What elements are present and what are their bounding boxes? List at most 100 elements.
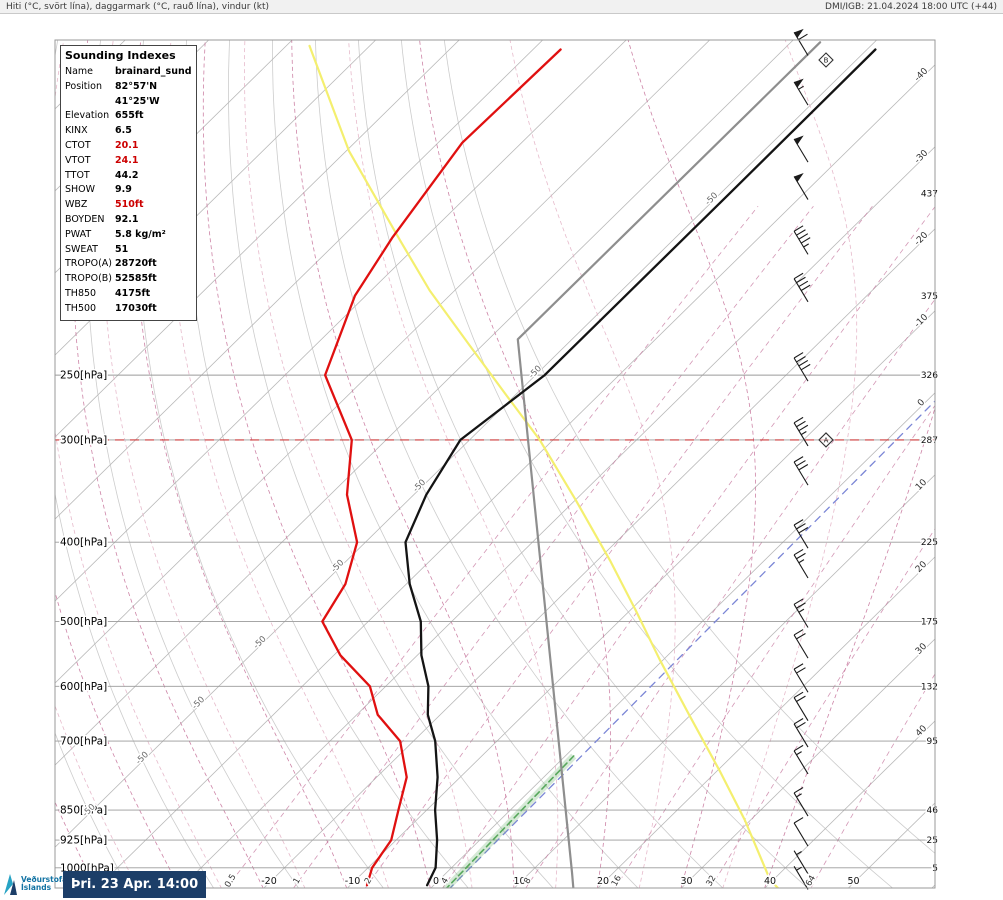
model-run-info: DMI/IGB: 21.04.2024 18:00 UTC (+44) <box>825 1 997 12</box>
index-value: 20.1 <box>115 139 139 151</box>
index-value: 6.5 <box>115 125 132 137</box>
pressure-axis-label: 850[hPa] <box>60 805 107 817</box>
pressure-axis-label: 925[hPa] <box>60 835 107 847</box>
index-value: 4175ft <box>115 287 151 299</box>
index-row-show: SHOW 9.9 <box>65 183 192 198</box>
index-label: Name <box>65 66 94 77</box>
index-value: 5.8 kg/m² <box>115 228 166 240</box>
temp-axis-label: 30 <box>680 876 692 887</box>
temp-axis-label: -10 <box>345 876 361 887</box>
index-row-ttot: TTOT 44.2 <box>65 169 192 184</box>
sounding-indexes-panel: Sounding Indexes Name brainard_sund Positi… <box>60 45 197 321</box>
chart-legend-text: Hiti (°C, svört lína), daggarmark (°C, r… <box>6 1 270 12</box>
pressure-axis-label: 400[hPa] <box>60 537 107 549</box>
height-axis-label: 25 <box>927 836 938 846</box>
pressure-axis-label: 700[hPa] <box>60 736 107 748</box>
index-label: TH850 <box>65 287 97 299</box>
index-row-th850: TH850 4175ft <box>65 287 192 302</box>
index-value: 52585ft <box>115 273 157 285</box>
temp-axis-label: 50 <box>847 876 859 887</box>
index-row-boyden: BOYDEN 92.1 <box>65 213 192 228</box>
height-axis-label: 46 <box>927 806 939 816</box>
wind-barb-column: AB <box>793 28 834 890</box>
tropopause-marker-B <box>818 52 834 68</box>
index-label: VTOT <box>65 154 91 166</box>
temp-axis-label: -20 <box>261 876 277 887</box>
pressure-axis-label: 600[hPa] <box>60 681 107 693</box>
index-row-kinx: KINX 6.5 <box>65 124 192 139</box>
temp-axis-label: 20 <box>597 876 609 887</box>
top-info-bar: Hiti (°C, svört lína), daggarmark (°C, r… <box>0 0 1003 14</box>
vedurstofa-logo: Veðurstofa Íslands <box>3 872 67 896</box>
plot-frame <box>54 39 936 889</box>
height-axis-label: 326 <box>921 371 938 381</box>
index-value: 44.2 <box>115 169 139 181</box>
logo-org-line2: Íslands <box>21 883 52 892</box>
index-value: 24.1 <box>115 154 139 166</box>
index-label: CTOT <box>65 139 91 151</box>
index-label: TH500 <box>65 302 97 314</box>
index-row-sweat: SWEAT 51 <box>65 243 192 258</box>
sounding-indexes-title: Sounding Indexes <box>65 49 176 62</box>
height-axis-label: 437 <box>921 190 938 200</box>
index-value: 510ft <box>115 199 144 211</box>
index-label: SHOW <box>65 184 96 196</box>
index-label: Elevation <box>65 110 110 122</box>
index-value: 82°57'N 41°25'W <box>115 80 160 107</box>
freezing-isotherm-blue-curve <box>449 400 935 888</box>
index-label: BOYDEN <box>65 213 105 225</box>
sounding-indexes-rows: Name brainard_sund Position 82°57'N 41°25'W… <box>65 65 192 317</box>
svg-text:B: B <box>824 57 829 65</box>
index-row-name: Name brainard_sund <box>65 65 192 80</box>
index-row-pwat: PWAT 5.8 kg/m² <box>65 228 192 243</box>
index-label: SWEAT <box>65 243 98 255</box>
logo-org-line1: Veðurstofa <box>21 874 68 884</box>
temp-axis-label: 0 <box>433 876 439 887</box>
temp-axis-label: 40 <box>764 876 776 887</box>
index-value: 655ft <box>115 110 144 122</box>
index-row-vtot: VTOT 24.1 <box>65 154 192 169</box>
index-label: TTOT <box>65 169 90 181</box>
index-label: TROPO(A) <box>65 258 112 270</box>
chart-grid <box>55 40 935 888</box>
index-row-tropo-b-: TROPO(B) 52585ft <box>65 272 192 287</box>
height-axis-label: 175 <box>921 617 938 627</box>
height-axis-label: 375 <box>921 292 938 302</box>
height-axis-label: 225 <box>921 538 938 548</box>
index-label: WBZ <box>65 199 88 211</box>
vedurstofa-logo-icon <box>4 874 17 895</box>
pressure-axis-label: 500[hPa] <box>60 616 107 628</box>
height-axis-label: 95 <box>927 737 938 747</box>
temp-axis-label: 10 <box>513 876 525 887</box>
svg-text:A: A <box>824 437 829 445</box>
cloud-layer-green-curve <box>445 755 575 888</box>
index-label: PWAT <box>65 228 92 240</box>
index-label: Position <box>65 80 102 92</box>
pressure-axis-label: 250[hPa] <box>60 370 107 382</box>
index-value: 28720ft <box>115 258 157 270</box>
index-row-position: Position 82°57'N 41°25'W <box>65 80 192 110</box>
index-row-ctot: CTOT 20.1 <box>65 139 192 154</box>
valid-time-badge: Þri. 23 Apr. 14:00 <box>63 871 206 898</box>
index-row-tropo-a-: TROPO(A) 28720ft <box>65 257 192 272</box>
index-value: 51 <box>115 243 129 255</box>
tropopause-marker-A <box>818 432 834 448</box>
index-value: 9.9 <box>115 184 132 196</box>
reference-yellow-curve <box>308 44 780 888</box>
index-label: KINX <box>65 125 88 137</box>
height-axis-label: 132 <box>921 682 938 692</box>
index-value: 92.1 <box>115 213 139 225</box>
pressure-axis-label: 300[hPa] <box>60 434 107 446</box>
index-value: brainard_sund <box>115 66 192 77</box>
index-value: 17030ft <box>115 302 157 314</box>
temperature-curve <box>404 48 877 887</box>
index-label: TROPO(B) <box>65 273 113 285</box>
standard-atmosphere-gray-curve <box>516 41 822 888</box>
index-row-wbz: WBZ 510ft <box>65 198 192 213</box>
dewpoint-curve <box>321 48 562 887</box>
height-axis-label: 287 <box>921 436 938 446</box>
index-row-th500: TH500 17030ft <box>65 302 192 317</box>
index-row-elevation: Elevation 655ft <box>65 109 192 124</box>
